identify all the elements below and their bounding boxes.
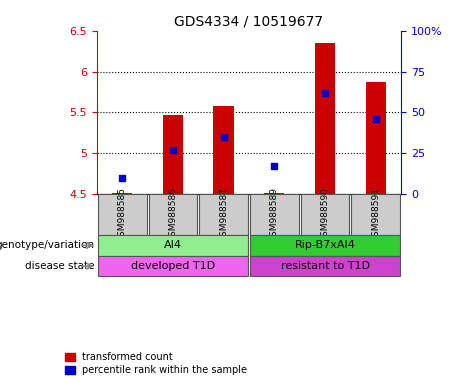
Point	[169, 147, 177, 153]
Text: genotype/variation: genotype/variation	[0, 240, 94, 250]
Text: GSM988585: GSM988585	[118, 187, 127, 242]
Text: developed T1D: developed T1D	[131, 261, 215, 271]
Bar	[250, 256, 400, 276]
Bar	[98, 256, 248, 276]
Bar	[301, 194, 349, 235]
Bar	[213, 106, 234, 194]
Bar	[98, 235, 248, 256]
Bar	[163, 115, 183, 194]
Bar	[264, 192, 284, 194]
Point	[271, 163, 278, 169]
Text: resistant to T1D: resistant to T1D	[280, 261, 370, 271]
Bar	[315, 43, 335, 194]
Point	[372, 116, 379, 122]
Bar	[112, 192, 132, 194]
Text: GSM988590: GSM988590	[320, 187, 330, 242]
Bar	[250, 194, 299, 235]
Text: GSM988591: GSM988591	[371, 187, 380, 242]
Bar	[366, 82, 386, 194]
Text: Rip-B7xAI4: Rip-B7xAI4	[295, 240, 355, 250]
Title: GDS4334 / 10519677: GDS4334 / 10519677	[174, 14, 324, 28]
Text: AI4: AI4	[164, 240, 182, 250]
Legend: transformed count, percentile rank within the sample: transformed count, percentile rank withi…	[65, 353, 247, 375]
Bar	[351, 194, 400, 235]
Point	[321, 90, 329, 96]
Point	[220, 134, 227, 140]
Text: disease state: disease state	[25, 261, 94, 271]
Point	[118, 175, 126, 181]
Bar	[250, 235, 400, 256]
Bar	[98, 194, 147, 235]
Text: GSM988587: GSM988587	[219, 187, 228, 242]
Bar	[199, 194, 248, 235]
Text: GSM988589: GSM988589	[270, 187, 279, 242]
Text: GSM988586: GSM988586	[168, 187, 177, 242]
Bar	[148, 194, 197, 235]
